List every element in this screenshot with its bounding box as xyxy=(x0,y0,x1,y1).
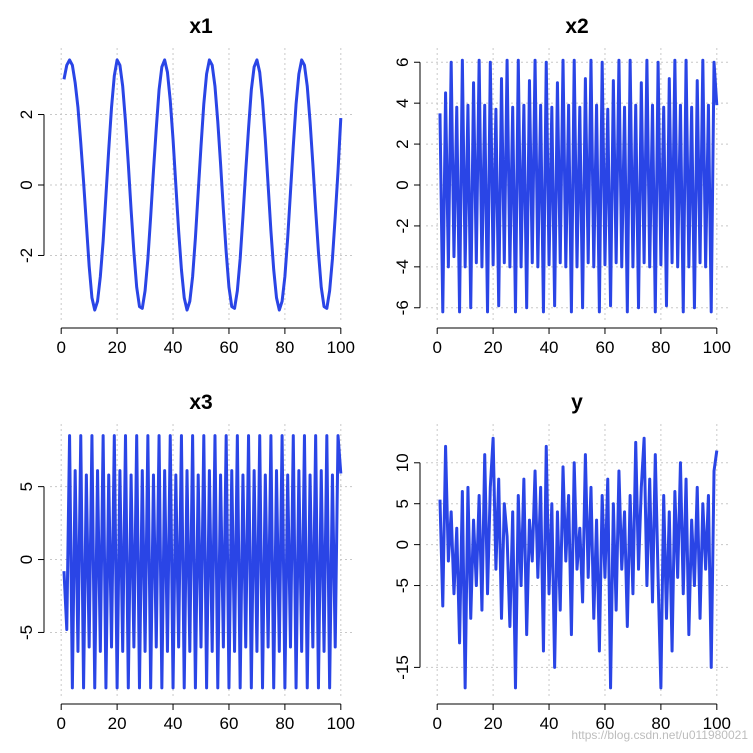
x-tick-label: 40 xyxy=(540,714,559,733)
y-tick-label: 4 xyxy=(393,98,412,107)
x-tick-label: 60 xyxy=(596,338,615,357)
x-tick-label: 20 xyxy=(108,714,127,733)
x-tick-label: 100 xyxy=(327,338,355,357)
x-tick-label: 20 xyxy=(108,338,127,357)
x-tick-label: 80 xyxy=(651,338,670,357)
x-tick-label: 40 xyxy=(164,714,183,733)
series-line xyxy=(62,434,343,690)
panel-title: x2 xyxy=(565,15,588,38)
watermark-text: https://blog.csdn.net/u011980021 xyxy=(571,728,748,742)
x-tick-label: 100 xyxy=(703,338,731,357)
panel-y: y 0 20 40 60 80 100 -15 -5 0 5 10 xyxy=(393,391,731,733)
x-tick-label: 80 xyxy=(275,714,294,733)
y-tick-label: -15 xyxy=(393,655,412,680)
series-line xyxy=(62,58,343,312)
panel-title: y xyxy=(571,391,583,414)
x-tick-label: 0 xyxy=(432,338,441,357)
series-line xyxy=(438,436,719,690)
y-tick-label: -2 xyxy=(17,248,36,263)
x-tick-label: 0 xyxy=(56,714,65,733)
y-tick-label: 0 xyxy=(393,540,412,549)
y-tick-label: -5 xyxy=(393,578,412,593)
y-tick-label: -4 xyxy=(393,259,412,274)
panel-x3: x3 0 20 40 60 80 100 -5 0 5 xyxy=(17,391,355,733)
panel-x2: x2 0 20 40 60 80 100 -6 -4 -2 0 2 4 6 xyxy=(393,15,731,357)
panel-title: x1 xyxy=(189,15,213,38)
y-tick-label: 2 xyxy=(17,110,36,119)
x-tick-label: 60 xyxy=(220,714,239,733)
y-tick-label: 0 xyxy=(393,180,412,189)
y-tick-label: 2 xyxy=(393,139,412,148)
x-tick-label: 100 xyxy=(703,714,731,733)
y-tick-label: 6 xyxy=(393,58,412,67)
y-tick-label: -6 xyxy=(393,300,412,315)
y-tick-label: 5 xyxy=(17,482,36,491)
x-tick-label: 40 xyxy=(164,338,183,357)
x-tick-label: 20 xyxy=(484,714,503,733)
x-tick-label: 0 xyxy=(432,714,441,733)
y-tick-label: 0 xyxy=(17,555,36,564)
y-tick-label: 10 xyxy=(393,453,412,472)
panel-x1: x1 0 20 40 60 80 100 -2 0 2 xyxy=(17,15,355,357)
y-tick-label: 0 xyxy=(17,180,36,189)
x-tick-label: 80 xyxy=(651,714,670,733)
x-tick-label: 40 xyxy=(540,338,559,357)
y-tick-label: -5 xyxy=(17,625,36,640)
y-tick-label: 5 xyxy=(393,499,412,508)
x-tick-label: 100 xyxy=(327,714,355,733)
panel-title: x3 xyxy=(189,391,212,414)
x-tick-label: 20 xyxy=(484,338,503,357)
x-tick-label: 60 xyxy=(596,714,615,733)
y-tick-label: -2 xyxy=(393,218,412,233)
x-tick-label: 60 xyxy=(220,338,239,357)
series-line xyxy=(438,58,719,314)
x-tick-label: 0 xyxy=(56,338,65,357)
x-tick-label: 80 xyxy=(275,338,294,357)
